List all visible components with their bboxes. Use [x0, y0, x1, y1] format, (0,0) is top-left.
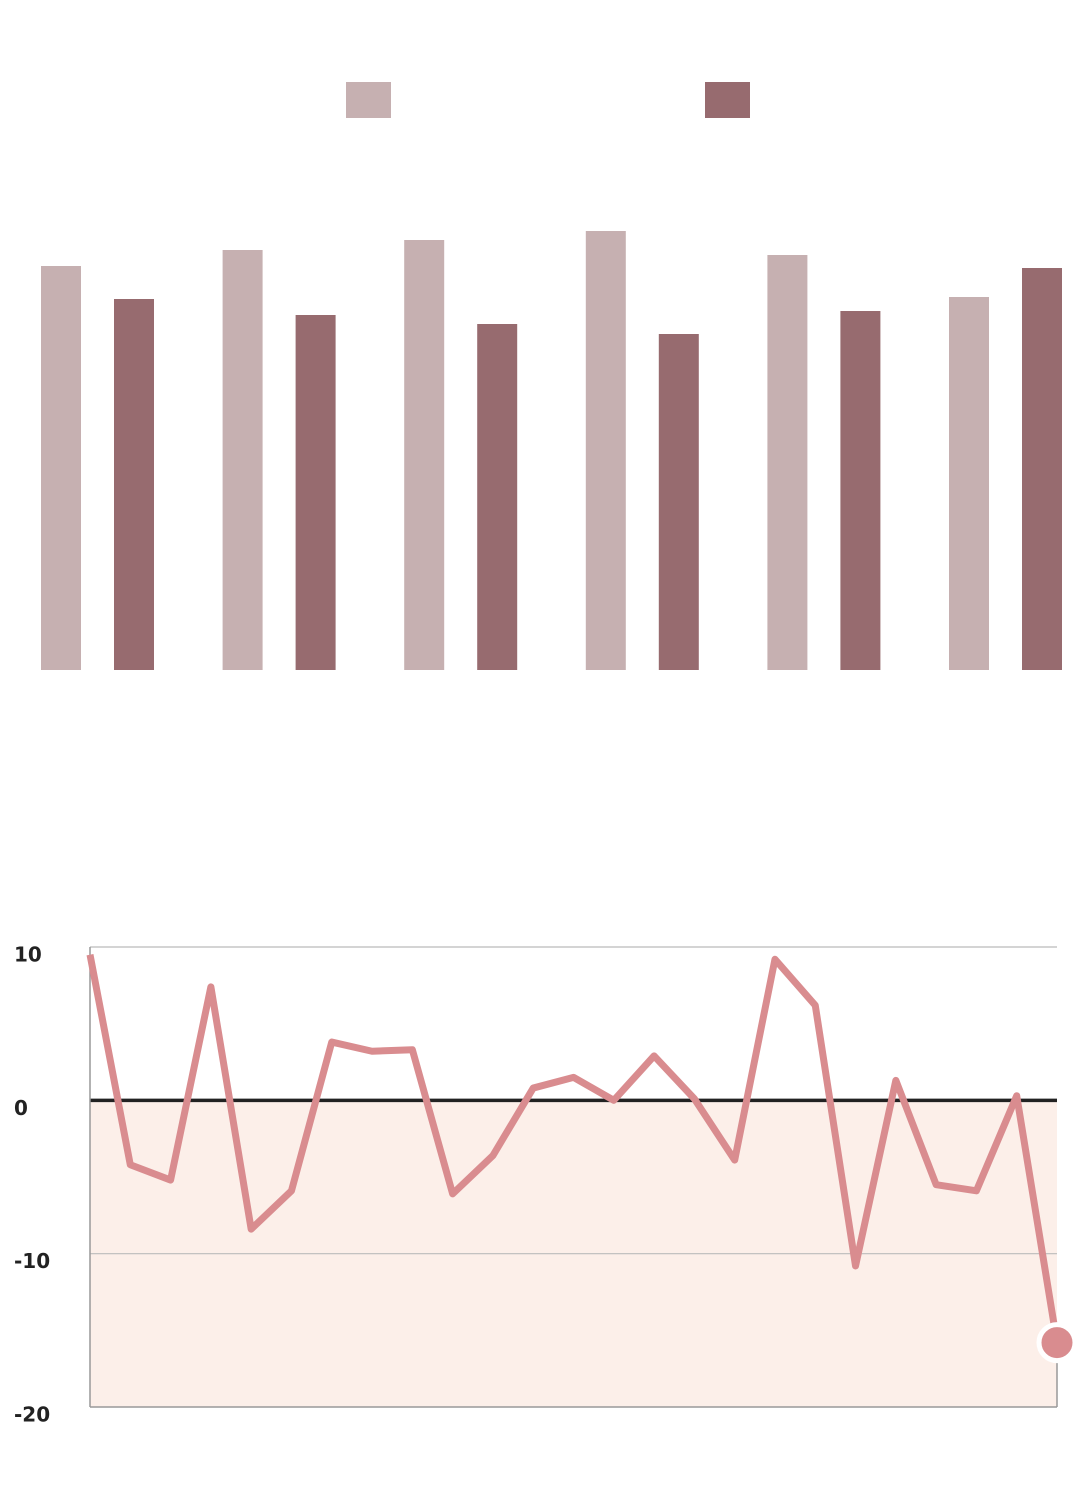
bar: [1022, 268, 1062, 670]
legend-swatch: [346, 82, 391, 118]
bar: [585, 231, 626, 670]
line: [86, 954, 1061, 1344]
y-tick-label: -20: [14, 1403, 50, 1427]
bar: [41, 266, 81, 670]
y-tick-label: 0: [14, 1096, 28, 1120]
bar: [767, 255, 808, 670]
bar: [658, 334, 699, 670]
y-tick-label: -10: [14, 1249, 50, 1273]
bar: [477, 324, 518, 670]
bar: [404, 240, 445, 670]
legend-swatch: [705, 82, 750, 118]
y-tick-label: 10: [14, 943, 42, 967]
bar: [222, 250, 263, 670]
bar: [114, 299, 154, 670]
end-marker: [1036, 1322, 1078, 1364]
bar: [840, 311, 881, 670]
bar: [295, 315, 336, 670]
bar: [949, 297, 989, 670]
